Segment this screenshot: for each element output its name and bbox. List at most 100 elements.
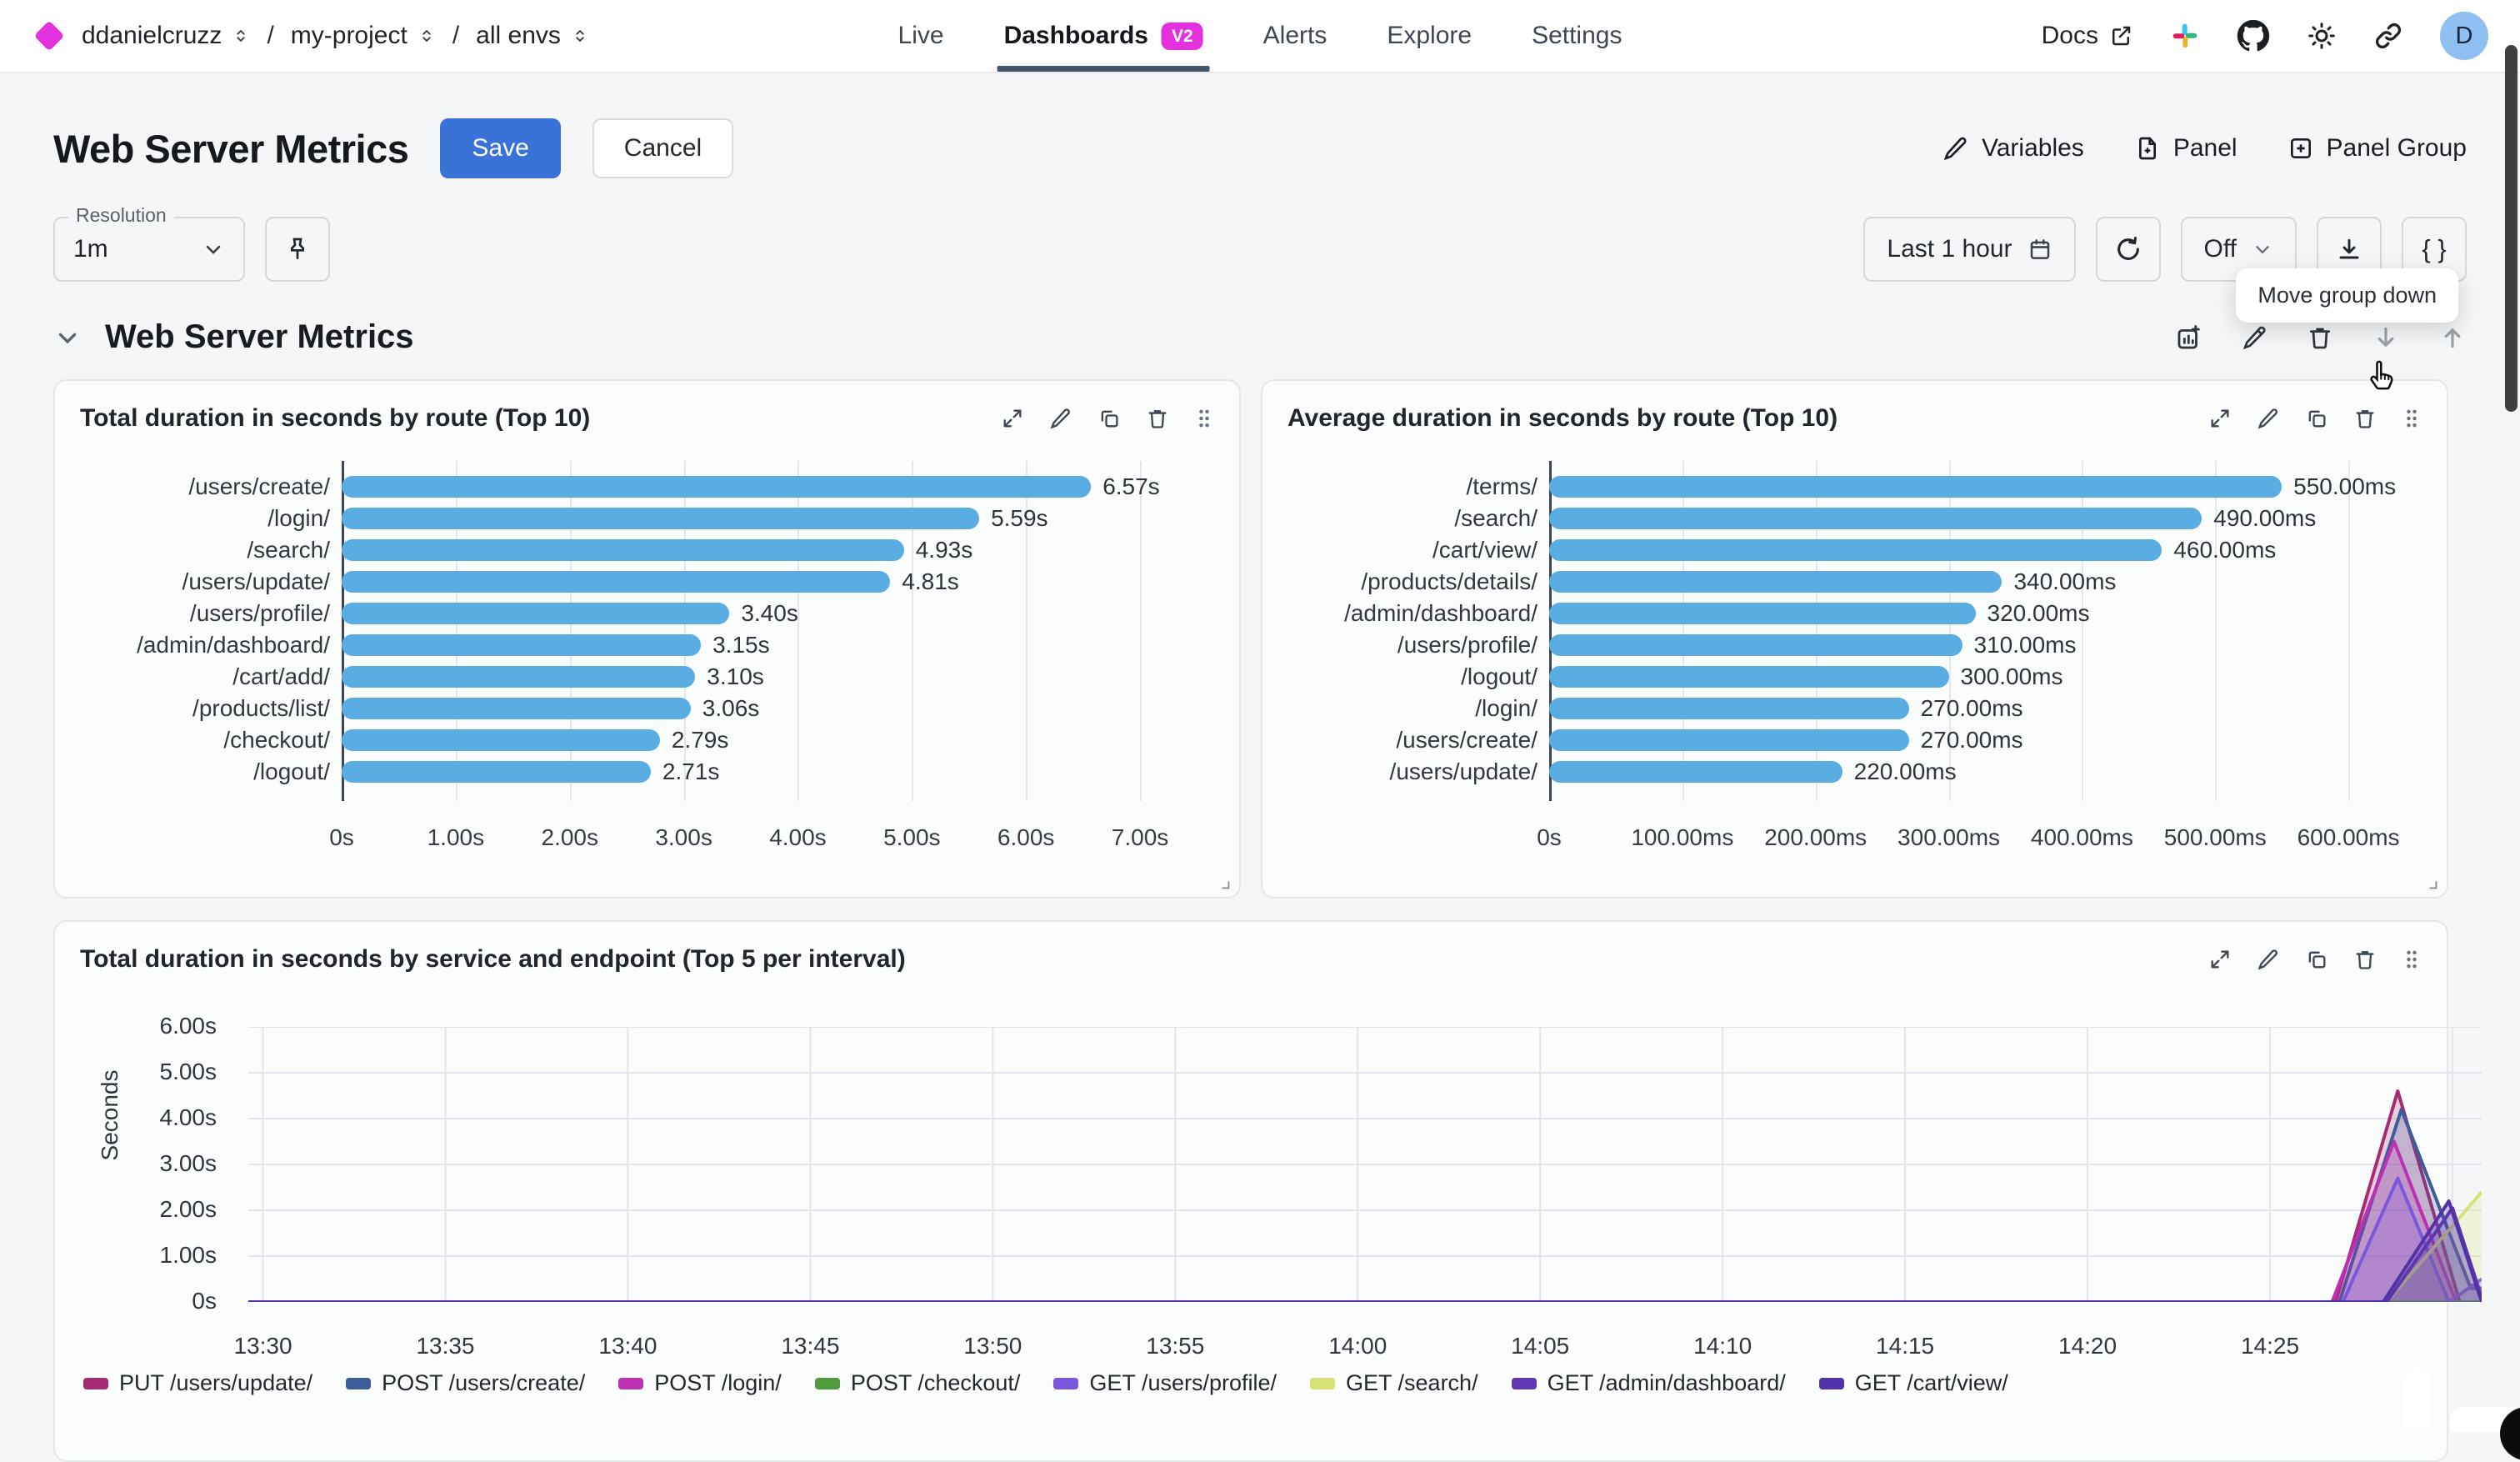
bar[interactable] <box>1549 666 1949 688</box>
sun-icon[interactable] <box>2307 21 2337 51</box>
bar[interactable] <box>342 539 904 561</box>
legend-item[interactable]: PUT /users/update/ <box>83 1370 312 1396</box>
bar[interactable] <box>1549 729 1909 751</box>
category-label: /users/update/ <box>1389 759 1538 784</box>
bar[interactable] <box>1549 603 1976 624</box>
legend-item[interactable]: GET /users/profile/ <box>1053 1370 1277 1396</box>
bar[interactable] <box>342 571 891 593</box>
variables-button[interactable]: Variables <box>1942 134 2084 163</box>
duplicate-icon[interactable] <box>2305 948 2328 971</box>
bar[interactable] <box>1549 761 1842 783</box>
legend-item[interactable]: GET /search/ <box>1310 1370 1478 1396</box>
drag-handle-icon[interactable] <box>2402 407 2422 430</box>
nav-tab-live[interactable]: Live <box>898 0 944 72</box>
breadcrumb-item-my-project[interactable]: my-project <box>291 22 436 50</box>
avatar[interactable]: D <box>2440 12 2488 60</box>
nav-tab-dashboards[interactable]: Dashboards V2 <box>997 0 1210 72</box>
duplicate-icon[interactable] <box>1098 407 1121 430</box>
legend-item[interactable]: POST /checkout/ <box>814 1370 1021 1396</box>
scrollbar-thumb[interactable] <box>2505 45 2518 412</box>
value-label: 3.10s <box>707 663 764 689</box>
bar[interactable] <box>1549 698 1909 719</box>
json-edit-button[interactable]: { } <box>2402 217 2467 282</box>
series-line <box>248 1190 2482 1302</box>
add-panel-button[interactable]: Panel <box>2134 134 2238 163</box>
time-range-button[interactable]: Last 1 hour <box>1863 217 2076 282</box>
legend-item[interactable]: POST /users/create/ <box>346 1370 585 1396</box>
resize-handle-icon[interactable] <box>2422 874 2440 892</box>
drag-handle-icon[interactable] <box>2402 948 2422 971</box>
legend-label: POST /checkout/ <box>850 1370 1021 1395</box>
time-controls: Last 1 hour Off { } <box>1863 217 2467 282</box>
dashboard-title-row: Web Server Metrics Save Cancel Variables… <box>53 118 2467 178</box>
bar-track: 220.00ms <box>1549 759 2422 784</box>
edit-icon[interactable] <box>2242 324 2268 351</box>
value-label: 300.00ms <box>1960 663 2063 689</box>
expand-icon[interactable] <box>2208 948 2232 971</box>
axis-line <box>342 461 344 801</box>
nav-tab-alerts[interactable]: Alerts <box>1263 0 1328 72</box>
docs-label: Docs <box>2041 22 2098 49</box>
chevron-down-icon <box>2252 238 2273 260</box>
expand-icon[interactable] <box>2208 407 2232 430</box>
bar[interactable] <box>1549 634 1962 656</box>
nav-tab-explore[interactable]: Explore <box>1387 0 1472 72</box>
x-tick-label: 13:30 <box>233 1333 292 1359</box>
edit-icon[interactable] <box>1049 407 1072 430</box>
bar[interactable] <box>342 508 980 529</box>
app-logo-icon[interactable] <box>33 20 65 52</box>
resolution-label: Resolution <box>68 204 174 227</box>
pin-button[interactable] <box>265 217 330 282</box>
add-panel-group-button[interactable]: Panel Group <box>2288 134 2467 163</box>
docs-link[interactable]: Docs <box>2042 22 2133 50</box>
x-tick-label: 200.00ms <box>1764 824 1868 850</box>
slack-icon[interactable] <box>2170 21 2200 51</box>
edit-icon[interactable] <box>2257 948 2280 971</box>
breadcrumb-item-all-envs[interactable]: all envs <box>476 22 589 50</box>
bar[interactable] <box>1549 571 2002 593</box>
edit-icon[interactable] <box>2257 407 2280 430</box>
bar[interactable] <box>1549 539 2162 561</box>
panel-group-label: Panel Group <box>2326 134 2467 162</box>
delete-icon[interactable] <box>2307 324 2333 351</box>
delete-icon[interactable] <box>2353 948 2377 971</box>
bar[interactable] <box>342 634 702 656</box>
add-chart-icon[interactable] <box>2175 323 2203 352</box>
legend-label: POST /login/ <box>654 1370 782 1395</box>
line-chart-plot[interactable] <box>248 1027 2482 1302</box>
legend-item[interactable]: POST /login/ <box>618 1370 782 1396</box>
legend-label: GET /users/profile/ <box>1089 1370 1278 1395</box>
resolution-select[interactable]: Resolution 1m <box>53 204 245 282</box>
value-label: 4.93s <box>915 537 973 563</box>
link-icon[interactable] <box>2373 21 2403 51</box>
chart-grid <box>342 461 1214 801</box>
bar[interactable] <box>342 761 651 783</box>
bar[interactable] <box>342 476 1092 498</box>
collapse-chevron-icon[interactable] <box>53 323 82 352</box>
breadcrumb-item-ddanielcruzz[interactable]: ddanielcruzz <box>82 22 250 50</box>
legend-item[interactable]: GET /cart/view/ <box>1818 1370 2008 1396</box>
series-area <box>248 1091 2482 1302</box>
delete-icon[interactable] <box>2353 407 2377 430</box>
save-button[interactable]: Save <box>440 118 561 178</box>
file-plus-icon <box>2134 135 2161 162</box>
duplicate-icon[interactable] <box>2305 407 2328 430</box>
refresh-button[interactable] <box>2095 217 2161 282</box>
bar[interactable] <box>342 729 660 751</box>
github-icon[interactable] <box>2237 19 2270 53</box>
bar[interactable] <box>342 666 696 688</box>
nav-tab-settings[interactable]: Settings <box>1532 0 1622 72</box>
legend-item[interactable]: GET /admin/dashboard/ <box>1511 1370 1786 1396</box>
bar[interactable] <box>1549 476 2282 498</box>
resize-handle-icon[interactable] <box>1214 874 1232 892</box>
legend-swatch-icon <box>346 1377 372 1389</box>
drag-handle-icon[interactable] <box>1194 407 1214 430</box>
expand-icon[interactable] <box>1001 407 1024 430</box>
cancel-button[interactable]: Cancel <box>592 118 734 178</box>
delete-icon[interactable] <box>1146 407 1169 430</box>
move-down-icon[interactable] <box>2372 323 2400 352</box>
bar[interactable] <box>342 698 691 719</box>
bar[interactable] <box>342 603 730 624</box>
move-up-icon[interactable] <box>2438 323 2467 352</box>
bar[interactable] <box>1549 508 2202 529</box>
